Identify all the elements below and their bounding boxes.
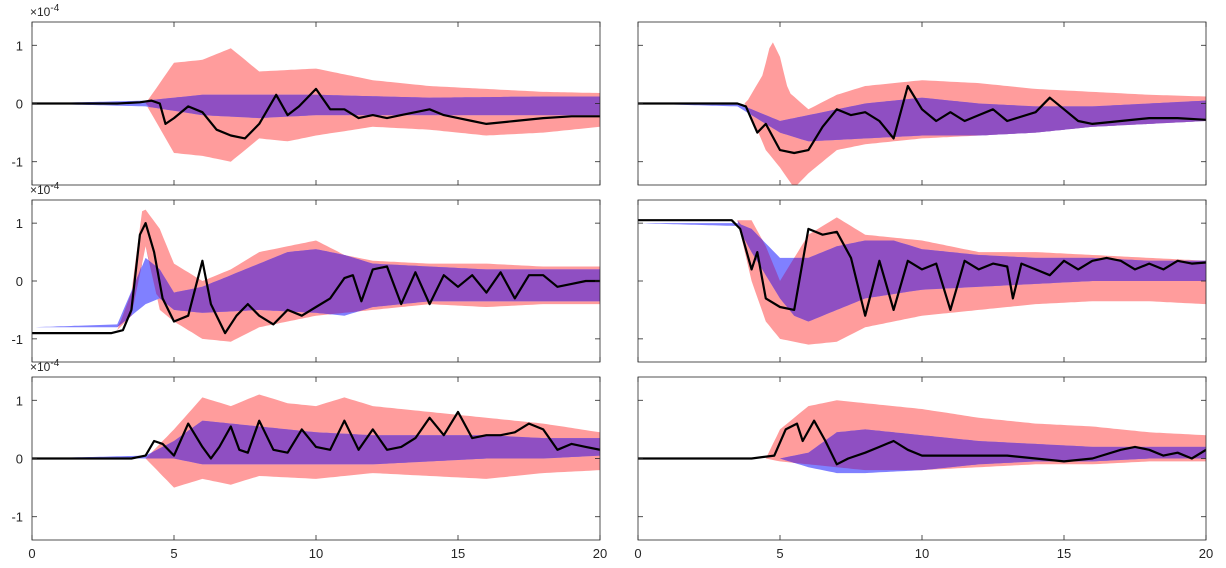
y-tick-label: -1 [11,510,23,525]
x-tick-label: 10 [309,546,323,561]
y-tick-label: -1 [11,332,23,347]
x-tick-label: 0 [634,546,641,561]
x-tick-label: 0 [28,546,35,561]
x-tick-label: 20 [593,546,607,561]
overlap-band [32,246,600,328]
exponent-label: ×10-4 [30,358,60,374]
panel-row1-left: -1 0 1 ×10-4 [11,3,601,186]
y-tick-label: 0 [16,274,23,289]
exponent-label: ×10-4 [30,181,60,197]
panel-row3-left: 0 5 10 15 20 -1 0 1 ×10-4 [11,358,607,561]
panel-row3-right: 0 5 10 15 20 [634,376,1213,561]
x-tick-label: 5 [776,546,783,561]
plot-area [638,42,1206,185]
plot-area [32,209,600,342]
x-tick-label: 20 [1199,546,1213,561]
y-tick-label: 1 [16,216,23,231]
plot-area [638,217,1206,345]
plot-area [638,400,1206,474]
x-tick-label: 5 [170,546,177,561]
y-tick-label: -1 [11,155,23,170]
panel-row2-left: -1 0 1 ×10-4 [11,181,601,363]
series-line [32,222,600,335]
exponent-label: ×10-4 [30,3,60,19]
overlap-band [32,94,600,119]
overlap-band [638,429,1206,471]
plot-area [32,48,600,162]
x-tick-label: 15 [451,546,465,561]
x-tick-label: 15 [1057,546,1071,561]
series-line [32,87,600,140]
series-line [638,419,1206,466]
series-line [638,219,1206,317]
overlap-band [638,220,1206,322]
x-tick-label: 10 [915,546,929,561]
series-line [638,84,1206,155]
y-tick-label: 1 [16,393,23,408]
y-tick-label: 1 [16,38,23,53]
y-tick-label: 0 [16,452,23,467]
series-line [32,410,600,460]
plot-area [32,394,600,488]
panel-row1-right [637,21,1207,186]
y-tick-label: 0 [16,97,23,112]
panel-row2-right [637,199,1207,363]
